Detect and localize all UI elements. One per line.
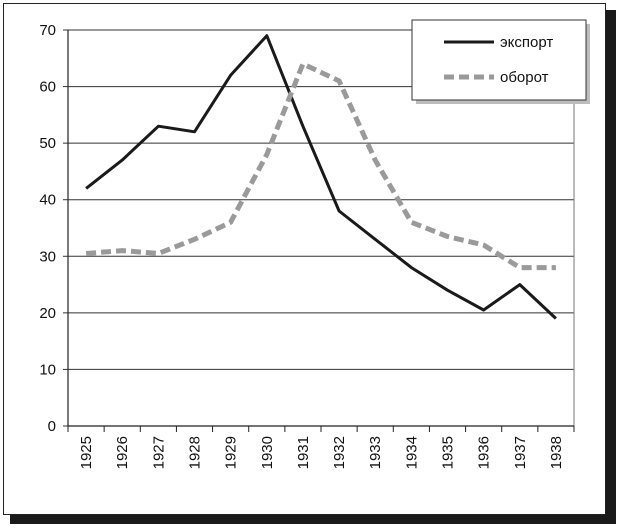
y-axis-ticks: 0 10 20 30 40 50 60 70 (39, 22, 68, 435)
x-tick-label: 1933 (367, 436, 384, 469)
legend: экспорт оборот (411, 19, 590, 104)
y-tick-label: 50 (39, 135, 56, 152)
x-tick-label: 1928 (187, 436, 204, 469)
legend-box (411, 19, 587, 101)
x-tick-label: 1931 (295, 436, 312, 469)
legend-label-1: оборот (500, 69, 549, 86)
series-lines (85, 34, 557, 320)
y-tick-label: 20 (39, 305, 56, 322)
y-tick-label: 70 (39, 22, 56, 39)
series-line-1 (85, 61, 556, 271)
x-tick-label: 1938 (548, 436, 565, 469)
x-tick-label: 1935 (440, 436, 457, 469)
x-tick-label: 1932 (331, 436, 348, 469)
x-tick-label: 1937 (512, 436, 529, 469)
x-tick-label: 1927 (150, 436, 167, 469)
x-axis-ticks: 1925 1926 1927 1928 1929 1930 1931 1932 1933 1934… (67, 426, 575, 469)
y-tick-label: 60 (39, 79, 56, 96)
y-tick-label: 10 (39, 361, 56, 378)
legend-label-0: экспорт (500, 34, 553, 51)
y-tick-label: 30 (39, 248, 56, 265)
y-tick-label: 0 (48, 418, 56, 435)
x-tick-label: 1936 (476, 436, 493, 469)
y-tick-label: 40 (39, 192, 56, 209)
x-tick-label: 1925 (78, 436, 95, 469)
x-tick-label: 1934 (403, 436, 420, 469)
x-tick-label: 1930 (259, 436, 276, 469)
x-tick-label: 1926 (114, 436, 131, 469)
series-line-0 (85, 34, 557, 320)
x-tick-label: 1929 (223, 436, 240, 469)
